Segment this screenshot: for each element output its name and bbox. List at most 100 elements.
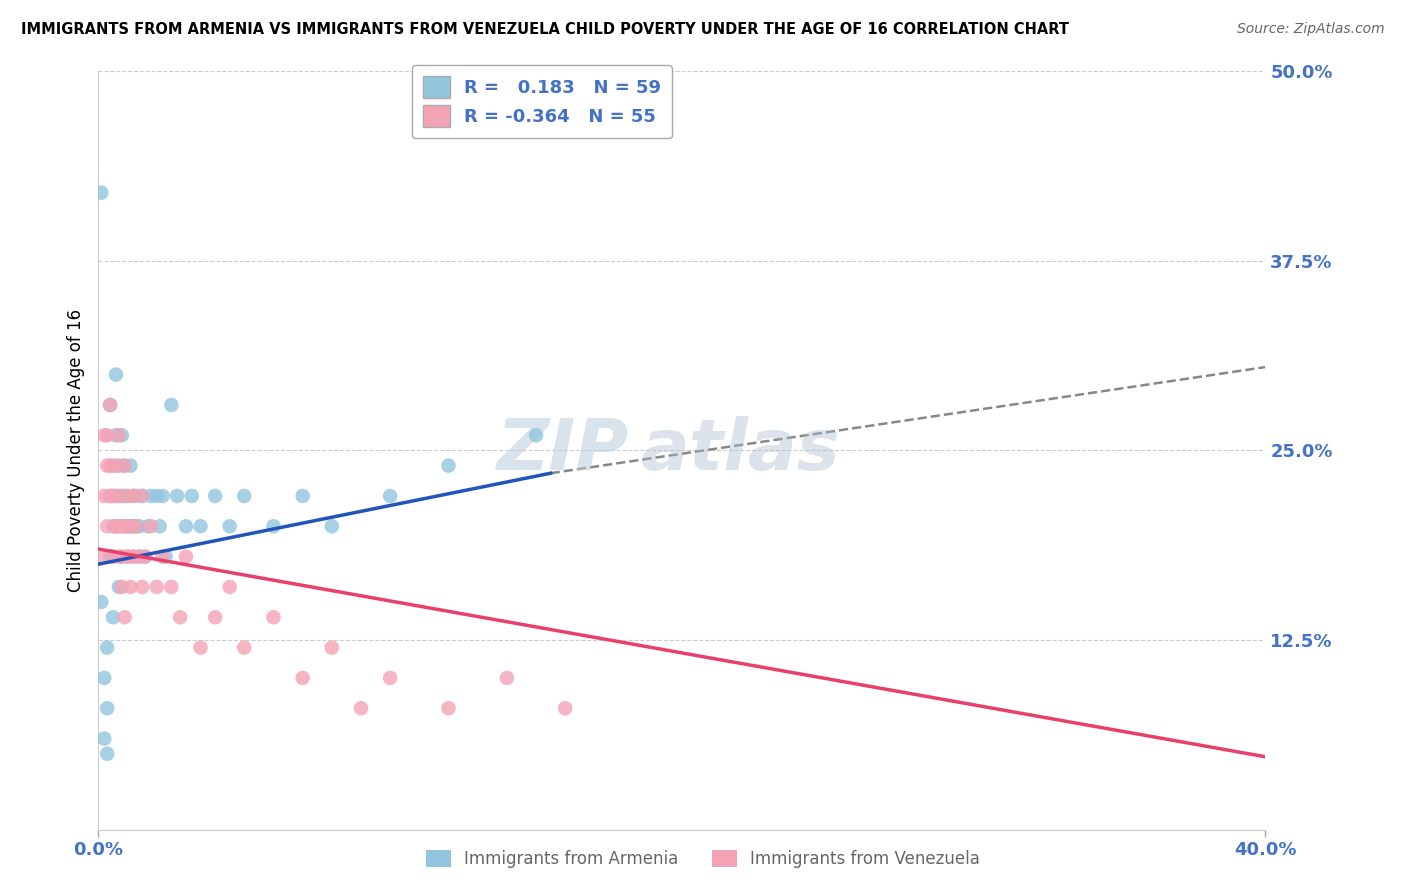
Text: atlas: atlas <box>641 416 841 485</box>
Point <box>350 701 373 715</box>
Point <box>104 519 127 533</box>
Point <box>125 519 148 533</box>
Point <box>262 519 284 533</box>
Text: Source: ZipAtlas.com: Source: ZipAtlas.com <box>1237 22 1385 37</box>
Point <box>131 489 153 503</box>
Point <box>90 186 112 200</box>
Point <box>131 489 153 503</box>
Point <box>96 519 118 533</box>
Point <box>380 671 402 685</box>
Point <box>262 610 284 624</box>
Point <box>291 489 314 503</box>
Point <box>180 489 202 503</box>
Point <box>108 519 131 533</box>
Point <box>152 489 174 503</box>
Point <box>101 519 124 533</box>
Point <box>218 519 240 533</box>
Point <box>96 701 118 715</box>
Point <box>117 519 139 533</box>
Point <box>190 640 212 655</box>
Point <box>93 489 115 503</box>
Point <box>437 458 460 473</box>
Point <box>111 549 134 564</box>
Point <box>114 610 136 624</box>
Point <box>93 428 115 442</box>
Point <box>90 549 112 564</box>
Point <box>114 519 136 533</box>
Point <box>108 549 131 564</box>
Point <box>98 549 121 564</box>
Point <box>114 519 136 533</box>
Point <box>128 549 150 564</box>
Point <box>139 519 162 533</box>
Point <box>136 519 159 533</box>
Point <box>117 489 139 503</box>
Point <box>174 549 197 564</box>
Point <box>111 580 134 594</box>
Point <box>117 519 139 533</box>
Point <box>104 368 127 382</box>
Point <box>321 640 343 655</box>
Text: ZIP: ZIP <box>498 416 630 485</box>
Point <box>117 549 139 564</box>
Point <box>139 489 162 503</box>
Point <box>104 489 127 503</box>
Point <box>117 489 139 503</box>
Y-axis label: Child Poverty Under the Age of 16: Child Poverty Under the Age of 16 <box>66 309 84 592</box>
Point <box>114 458 136 473</box>
Point <box>98 398 121 412</box>
Point <box>120 580 142 594</box>
Point <box>96 747 118 761</box>
Point <box>120 519 142 533</box>
Point <box>122 489 145 503</box>
Point <box>96 428 118 442</box>
Point <box>291 671 314 685</box>
Point <box>111 519 134 533</box>
Point <box>218 580 240 594</box>
Point <box>120 458 142 473</box>
Point <box>120 519 142 533</box>
Point <box>96 640 118 655</box>
Point <box>146 489 169 503</box>
Point <box>111 549 134 564</box>
Point <box>233 640 256 655</box>
Point <box>122 489 145 503</box>
Point <box>122 549 145 564</box>
Point <box>166 489 188 503</box>
Point <box>174 519 197 533</box>
Point <box>111 428 134 442</box>
Point <box>104 519 127 533</box>
Point <box>93 671 115 685</box>
Point <box>90 595 112 609</box>
Point <box>128 549 150 564</box>
Point <box>108 428 131 442</box>
Point <box>160 580 183 594</box>
Point <box>524 428 547 442</box>
Point <box>108 489 131 503</box>
Point <box>204 610 226 624</box>
Point <box>380 489 402 503</box>
Point <box>98 458 121 473</box>
Point <box>554 701 576 715</box>
Point <box>190 519 212 533</box>
Point <box>496 671 519 685</box>
Point <box>93 731 115 746</box>
Point <box>128 519 150 533</box>
Point <box>131 580 153 594</box>
Point <box>169 610 191 624</box>
Point <box>117 549 139 564</box>
Point <box>321 519 343 533</box>
Point <box>204 489 226 503</box>
Point <box>125 489 148 503</box>
Point <box>101 549 124 564</box>
Legend: Immigrants from Armenia, Immigrants from Venezuela: Immigrants from Armenia, Immigrants from… <box>419 843 987 875</box>
Point <box>149 519 172 533</box>
Point <box>114 458 136 473</box>
Point <box>134 549 156 564</box>
Point <box>155 549 177 564</box>
Point <box>437 701 460 715</box>
Point <box>104 428 127 442</box>
Point <box>101 489 124 503</box>
Point <box>96 458 118 473</box>
Point <box>134 549 156 564</box>
